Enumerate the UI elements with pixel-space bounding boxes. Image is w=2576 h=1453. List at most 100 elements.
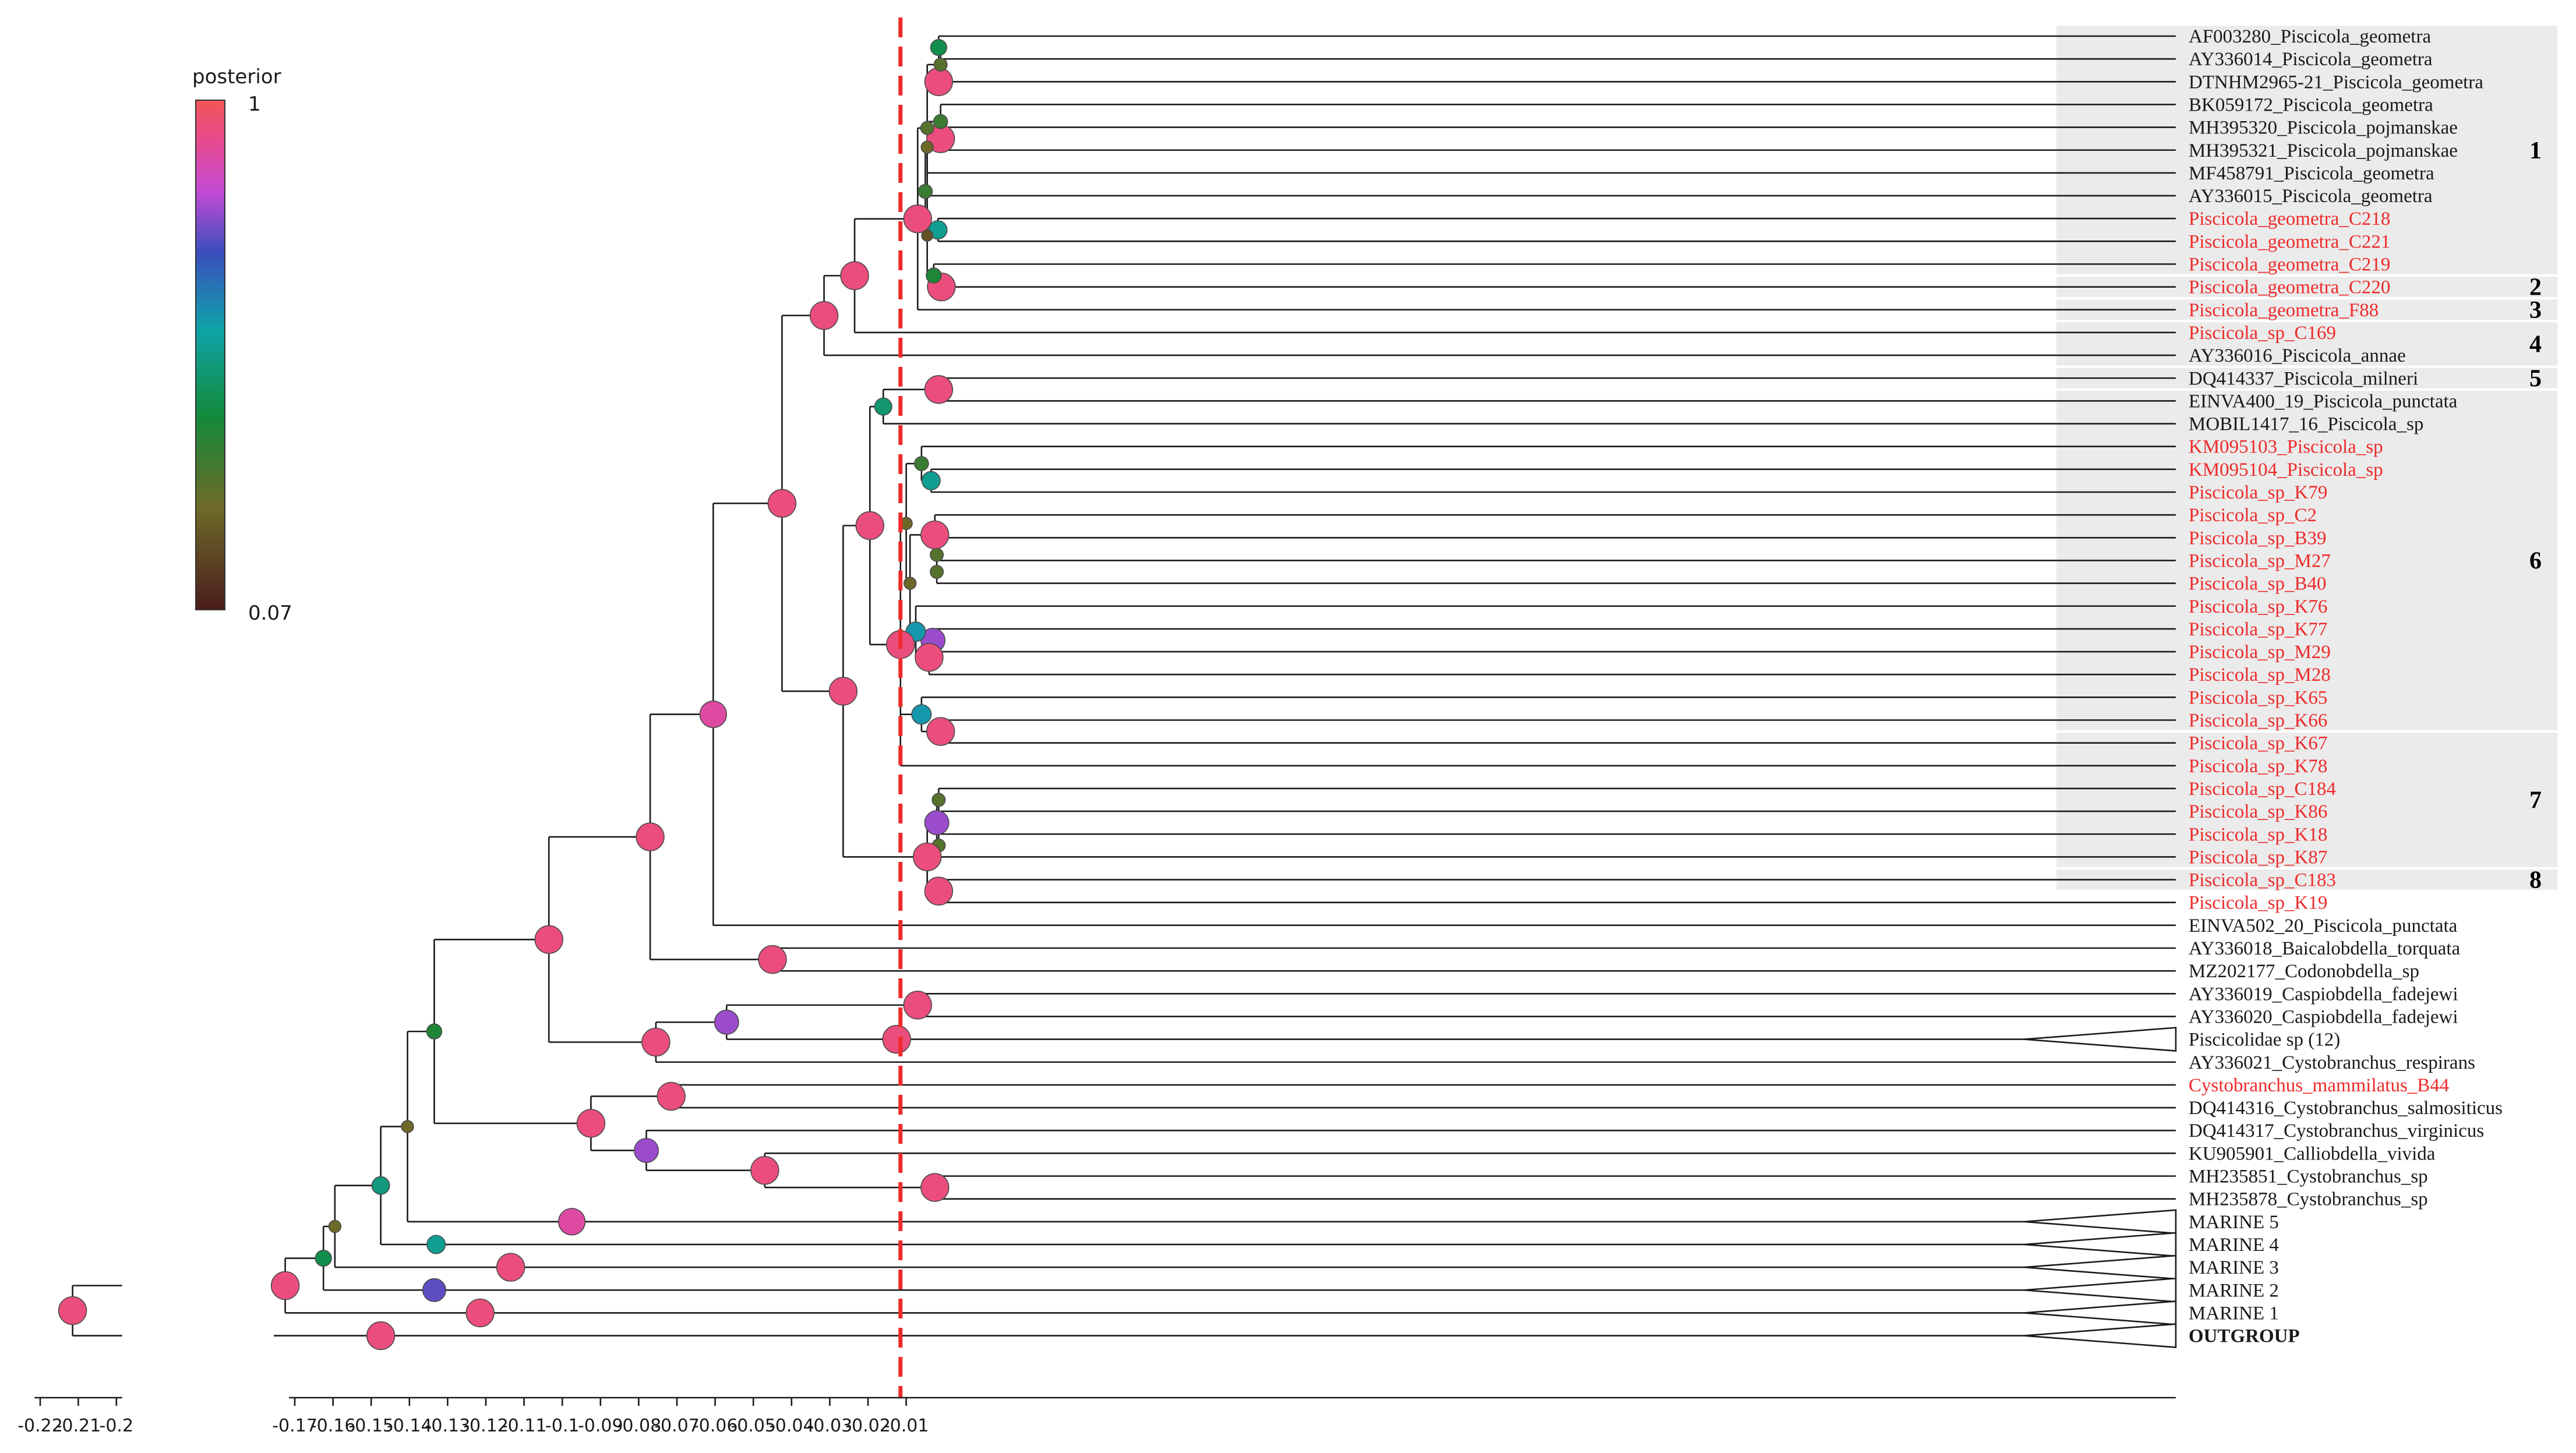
posterior-node — [767, 489, 797, 518]
tip-label: Piscicola_sp_K87 — [2189, 847, 2327, 868]
axis-tick-label: -0.22 — [17, 1416, 63, 1436]
posterior-node — [496, 1253, 525, 1282]
posterior-node — [758, 945, 787, 974]
axis-tick-label: -0.12 — [463, 1416, 509, 1436]
posterior-node — [930, 565, 944, 579]
tip-label: DQ414337_Piscicola_milneri — [2189, 368, 2418, 389]
posterior-node — [921, 471, 941, 490]
axis-tick-label: -0.02 — [845, 1416, 891, 1436]
posterior-node — [809, 301, 839, 330]
tip-label: KU905901_Calliobdella_vivida — [2189, 1143, 2436, 1164]
tip-label: MZ202177_Codonobdella_sp — [2189, 961, 2419, 982]
collapsed-clade-triangle — [2024, 1300, 2177, 1325]
collapsed-clade-triangle — [2024, 1209, 2177, 1235]
tip-label: Piscicola_sp_K79 — [2189, 482, 2327, 503]
posterior-node — [657, 1081, 686, 1111]
tip-labels: AF003280_Piscicola_geometraAY336014_Pisc… — [2189, 26, 2503, 1347]
posterior-node — [750, 1156, 779, 1185]
posterior-node — [926, 717, 955, 746]
clade-group-label: 1 — [2529, 137, 2542, 164]
tip-label: DQ414317_Cystobranchus_virginicus — [2189, 1120, 2484, 1141]
posterior-node — [920, 520, 950, 550]
tip-label: Piscicola_sp_M29 — [2189, 642, 2331, 663]
posterior-node — [924, 810, 950, 836]
tip-label: Piscicola_geometra_C221 — [2189, 231, 2390, 252]
tip-label: Piscicola_geometra_C219 — [2189, 254, 2390, 275]
posterior-node — [924, 876, 954, 906]
tip-label: MARINE 4 — [2189, 1235, 2279, 1256]
tip-label: AY336015_Piscicola_geometra — [2189, 186, 2433, 207]
clade-group-label: 5 — [2529, 365, 2542, 392]
tree-branches — [61, 35, 2176, 1374]
tip-label: Piscicola_sp_K77 — [2189, 619, 2327, 640]
tip-label: MOBIL1417_16_Piscicola_sp — [2189, 414, 2423, 435]
posterior-node — [328, 1219, 342, 1233]
posterior-node — [828, 677, 858, 706]
posterior-node — [874, 397, 892, 416]
collapsed-clade-triangle — [2024, 1027, 2177, 1052]
legend-max-label: 1 — [248, 93, 261, 116]
legend-colorbar — [195, 100, 225, 610]
posterior-node — [401, 1120, 414, 1133]
posterior-node — [911, 704, 932, 725]
tip-label: Piscicola_sp_B39 — [2189, 528, 2327, 549]
axis-tick-label: -0.04 — [769, 1416, 814, 1436]
collapsed-clades — [2024, 1027, 2177, 1348]
axis-tick-label: -0.21 — [56, 1416, 101, 1436]
legend-title: posterior — [192, 65, 281, 89]
axis-tick-label: -0.14 — [387, 1416, 432, 1436]
tip-label: Piscicola_sp_K65 — [2189, 687, 2327, 708]
tip-label: Cystobranchus_mammilatus_B44 — [2189, 1075, 2449, 1096]
posterior-node — [930, 547, 944, 562]
posterior-node — [920, 140, 934, 154]
posterior-node — [882, 1024, 911, 1054]
tip-label: Piscicola_sp_K78 — [2189, 756, 2327, 777]
tip-label: Piscicola_sp_M27 — [2189, 550, 2331, 571]
tip-label: MARINE 5 — [2189, 1212, 2279, 1233]
posterior-node — [576, 1109, 606, 1138]
tip-label: MH235878_Cystobranchus_sp — [2189, 1189, 2428, 1210]
tip-label: Piscicola_sp_K18 — [2189, 824, 2327, 845]
tip-label: DTNHM2965-21_Piscicola_geometra — [2189, 72, 2483, 93]
clade-group-box — [2056, 322, 2557, 366]
tip-label: MARINE 2 — [2189, 1280, 2279, 1301]
tip-label: MF458791_Piscicola_geometra — [2189, 163, 2434, 184]
axis-tick-label: -0.15 — [348, 1416, 394, 1436]
posterior-node — [465, 1298, 495, 1328]
tip-label: Piscicola_sp_K67 — [2189, 733, 2327, 754]
tip-label: Piscicola_sp_K66 — [2189, 710, 2327, 731]
tip-label: OUTGROUP — [2189, 1326, 2300, 1347]
clade-group-label: 6 — [2529, 547, 2542, 574]
posterior-node — [534, 925, 563, 954]
posterior-node — [903, 991, 932, 1020]
posterior-node — [855, 511, 884, 540]
collapsed-clade-triangle — [2024, 1323, 2177, 1348]
posterior-node — [315, 1249, 332, 1267]
posterior-node — [912, 842, 942, 872]
tip-label: AY336021_Cystobranchus_respirans — [2189, 1052, 2475, 1073]
posterior-node — [426, 1023, 443, 1040]
axis-tick-label: -0.1 — [545, 1416, 580, 1436]
tip-label: Piscicola_geometra_C220 — [2189, 277, 2390, 298]
posterior-node — [270, 1271, 300, 1300]
posterior-node — [926, 267, 942, 284]
tip-label: AF003280_Piscicola_geometra — [2189, 26, 2431, 47]
posterior-node — [914, 456, 929, 471]
tip-label: Piscicola_sp_C184 — [2189, 779, 2336, 800]
axis-tick-label: -0.08 — [616, 1416, 662, 1436]
posterior-node — [903, 577, 917, 590]
tip-label: Piscicola_sp_C169 — [2189, 323, 2336, 344]
posterior-node — [924, 67, 954, 97]
clade-group-label: 8 — [2529, 867, 2542, 894]
posterior-node — [921, 229, 934, 242]
tip-label: Piscicola_sp_C183 — [2189, 870, 2336, 891]
posterior-node — [426, 1235, 446, 1254]
posterior-legend: posterior 1 0.07 — [192, 65, 292, 625]
posterior-node — [933, 114, 948, 129]
clade-group-label: 4 — [2529, 331, 2542, 358]
posterior-node — [930, 38, 947, 56]
axis-tick-label: -0.03 — [807, 1416, 853, 1436]
posterior-node — [903, 204, 932, 234]
clade-group-box — [2056, 733, 2557, 867]
